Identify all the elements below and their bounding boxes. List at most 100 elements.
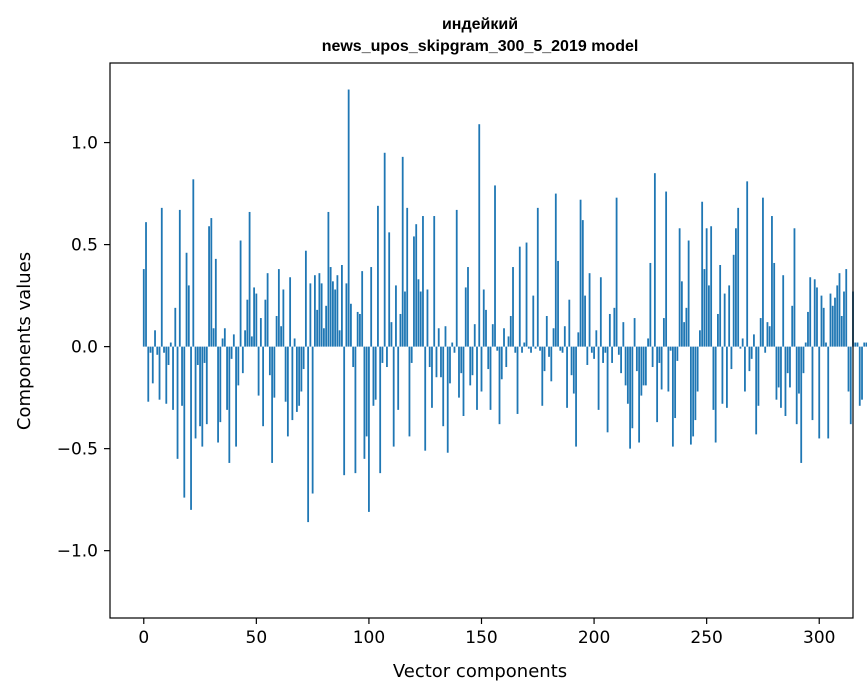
- bar-series: [142, 89, 867, 523]
- x-axis-ticks: 0 50 100 150 200 250 300: [138, 618, 835, 648]
- bar-170: [525, 242, 528, 347]
- bar-243: [689, 346, 692, 445]
- bar-172: [530, 346, 532, 353]
- bar-279: [771, 216, 773, 347]
- bar-64: [286, 346, 289, 437]
- bar-126: [426, 289, 429, 347]
- y-axis-label: Components values: [14, 252, 35, 430]
- bar-2: [147, 346, 150, 402]
- bar-159: [500, 346, 503, 380]
- bar-6: [156, 346, 159, 355]
- bar-131: [437, 328, 440, 347]
- bar-269: [748, 346, 751, 372]
- bar-157: [496, 346, 499, 351]
- bar-57: [271, 346, 274, 463]
- bar-99: [365, 346, 368, 437]
- bar-149: [478, 124, 481, 347]
- bar-112: [395, 285, 397, 347]
- bar-49: [253, 287, 255, 347]
- bar-189: [568, 299, 571, 347]
- bar-4: [151, 346, 154, 384]
- bar-147: [473, 324, 476, 347]
- bar-38: [228, 346, 231, 463]
- bar-190: [570, 346, 573, 376]
- y-tick-label: −1.0: [57, 542, 98, 562]
- bar-31: [212, 328, 215, 347]
- bar-9: [163, 346, 165, 353]
- bar-78: [318, 273, 321, 347]
- bar-263: [735, 228, 737, 347]
- bar-224: [647, 338, 650, 347]
- bar-13: [172, 346, 174, 410]
- bar-44: [241, 346, 244, 374]
- bar-245: [694, 346, 697, 421]
- bar-120: [413, 236, 415, 347]
- bar-173: [532, 295, 535, 347]
- bar-276: [764, 346, 767, 353]
- bar-152: [485, 309, 487, 347]
- bar-3: [149, 346, 152, 353]
- bar-74: [309, 283, 312, 347]
- bar-162: [507, 336, 510, 347]
- bar-293: [802, 346, 805, 374]
- bar-221: [640, 346, 643, 396]
- bar-94: [354, 346, 357, 474]
- bar-43: [239, 240, 242, 347]
- bar-24: [196, 346, 199, 365]
- bar-12: [169, 342, 172, 347]
- bar-91: [347, 89, 350, 347]
- bar-311: [843, 291, 845, 347]
- bar-205: [604, 346, 607, 353]
- bar-186: [561, 346, 564, 353]
- bar-193: [577, 332, 580, 347]
- bar-114: [399, 313, 402, 347]
- bar-165: [514, 346, 517, 353]
- bar-169: [523, 342, 526, 347]
- bar-168: [521, 346, 523, 353]
- bar-209: [613, 307, 616, 347]
- bar-128: [431, 346, 433, 408]
- bar-71: [302, 346, 305, 370]
- bar-136: [449, 346, 451, 384]
- bar-252: [710, 226, 713, 347]
- bar-175: [536, 207, 539, 347]
- bar-179: [545, 316, 548, 347]
- bar-277: [766, 322, 769, 347]
- bar-220: [638, 346, 641, 443]
- bar-8: [160, 207, 163, 347]
- bar-60: [277, 269, 280, 347]
- bar-25: [199, 346, 201, 427]
- bar-92: [350, 303, 352, 347]
- chart-title-line2: news_upos_skipgram_300_5_2019 model: [322, 38, 639, 55]
- bar-35: [221, 338, 224, 347]
- bar-306: [831, 305, 834, 347]
- bar-256: [719, 265, 722, 347]
- bar-285: [784, 346, 787, 416]
- bar-53: [262, 346, 264, 427]
- bar-16: [178, 209, 181, 347]
- bar-90: [345, 283, 348, 347]
- bar-304: [827, 346, 830, 439]
- bar-20: [187, 285, 190, 347]
- bar-242: [687, 240, 690, 347]
- bar-29: [208, 226, 210, 347]
- bar-267: [744, 346, 746, 392]
- bar-108: [386, 346, 388, 368]
- bar-307: [834, 297, 836, 347]
- bar-123: [419, 291, 422, 347]
- bar-17: [181, 346, 183, 406]
- bar-291: [798, 346, 800, 394]
- bar-39: [230, 346, 233, 359]
- bar-274: [759, 318, 762, 347]
- x-tick-label: 250: [690, 628, 722, 648]
- bar-229: [658, 346, 661, 363]
- bar-271: [753, 334, 755, 347]
- bar-234: [669, 346, 672, 351]
- bar-297: [811, 346, 814, 421]
- bar-155: [491, 324, 494, 347]
- bar-183: [554, 193, 557, 347]
- bar-56: [268, 346, 271, 376]
- bar-219: [635, 346, 638, 372]
- bar-260: [728, 285, 731, 347]
